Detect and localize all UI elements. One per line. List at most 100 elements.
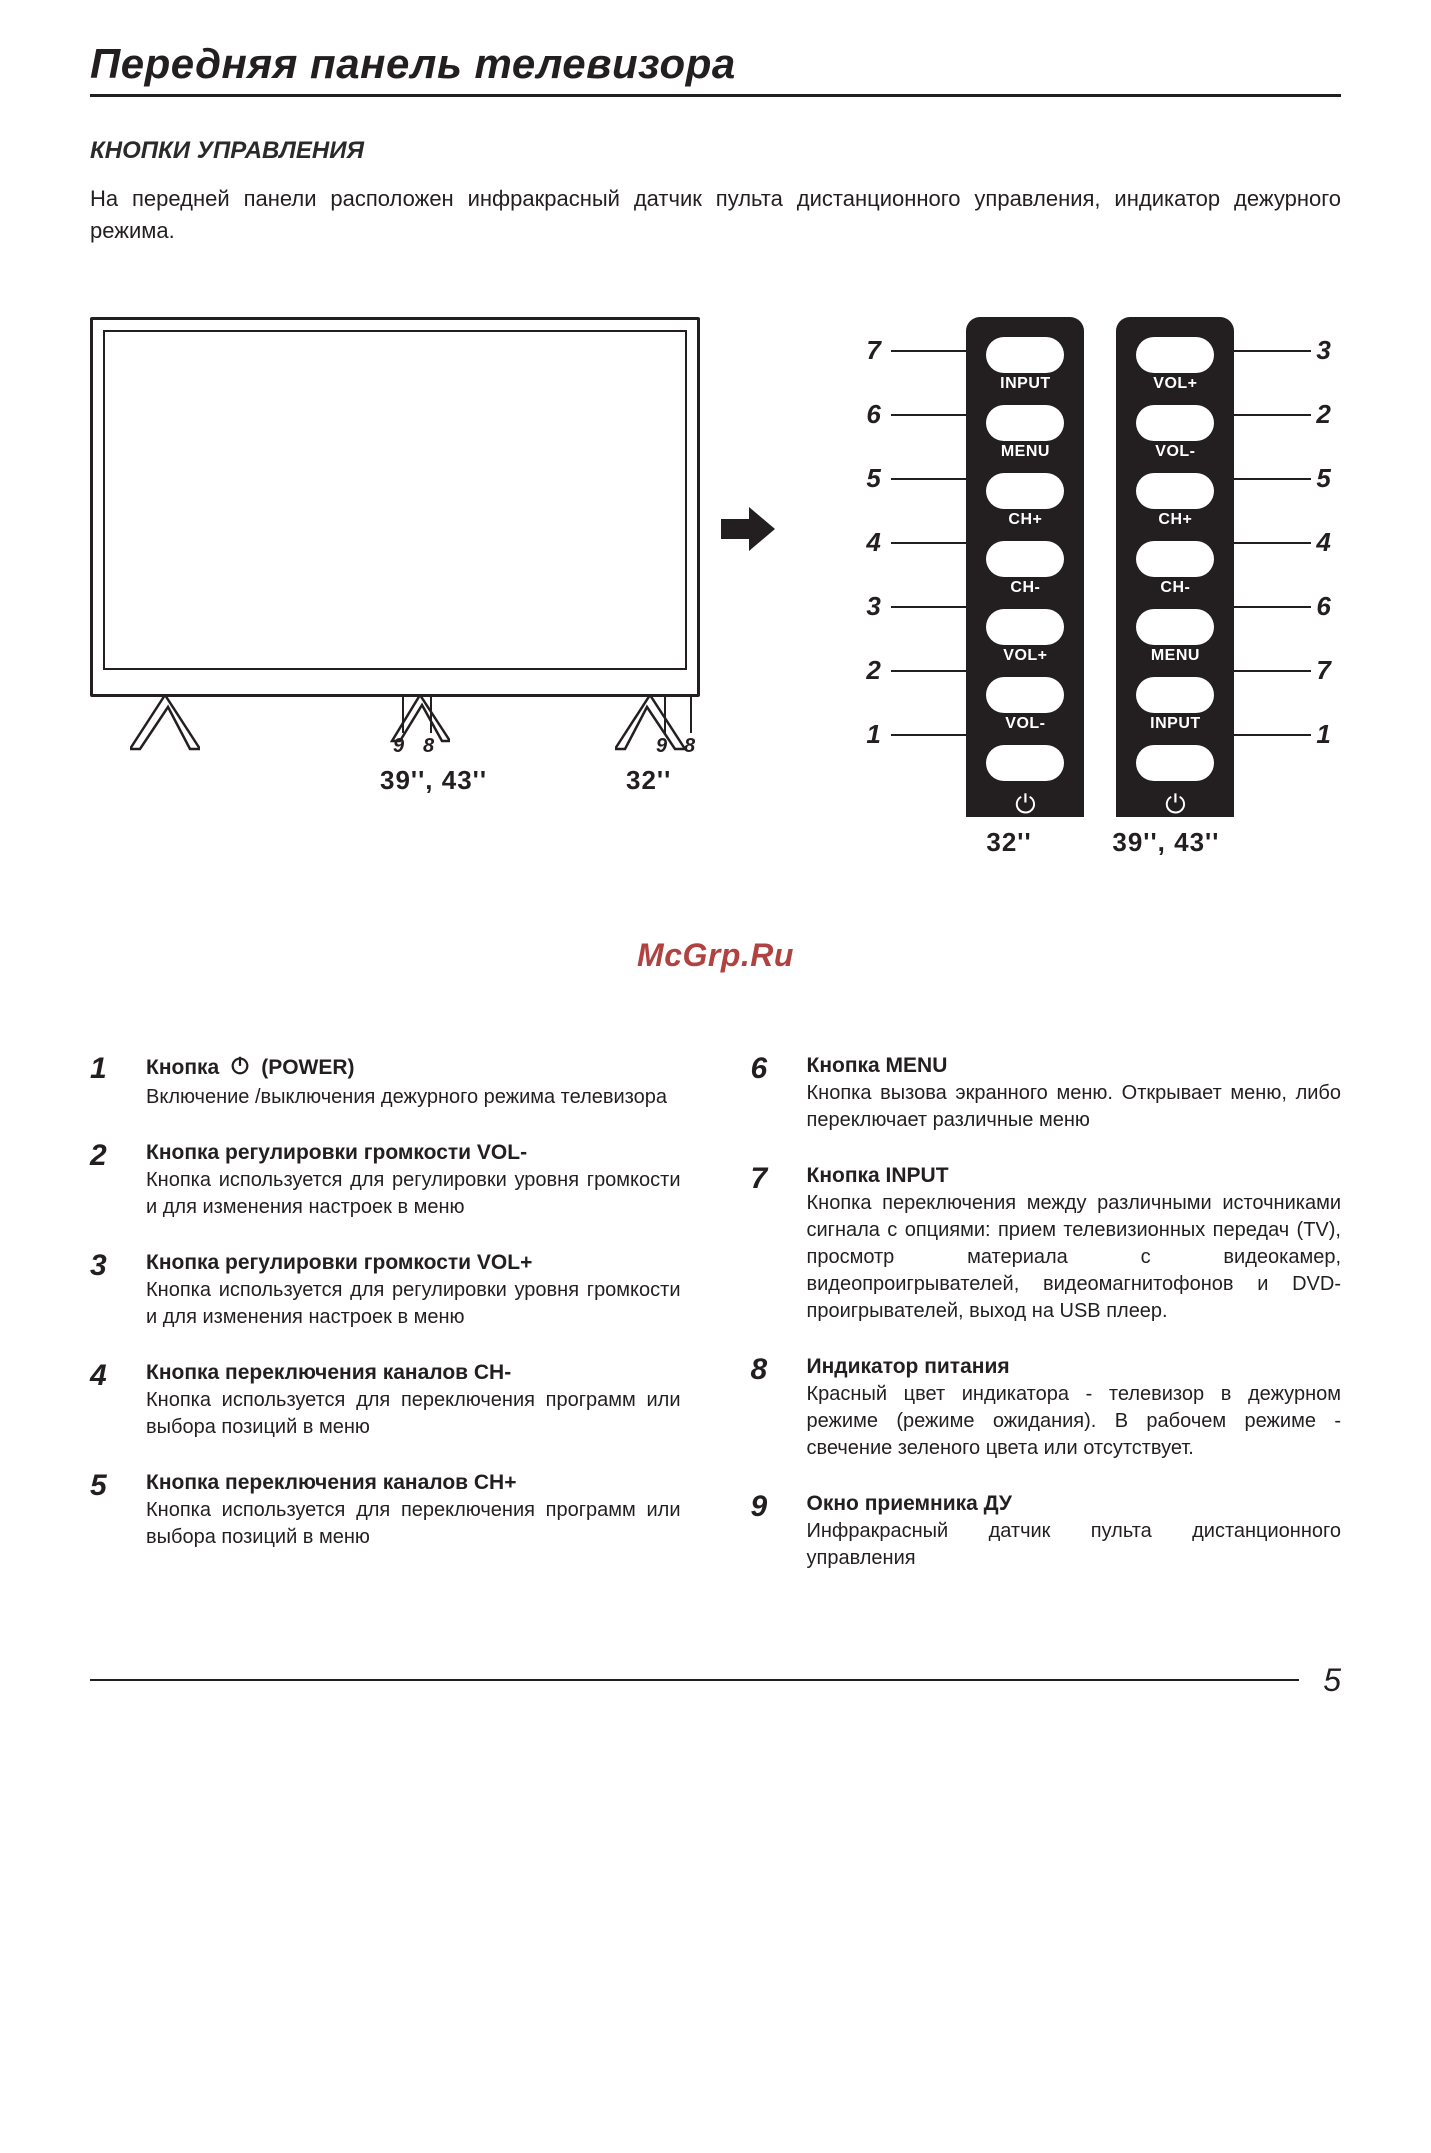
legend-number: 8 bbox=[751, 1355, 781, 1462]
panel-button: MENU bbox=[986, 397, 1064, 465]
panel-button-label: VOL+ bbox=[1153, 375, 1197, 393]
panel-button: INPUT bbox=[986, 329, 1064, 397]
panel-num: 7 bbox=[866, 335, 880, 366]
tv-screen bbox=[103, 330, 687, 670]
panel-num: 6 bbox=[866, 399, 880, 430]
legend-title: Окно приемника ДУ bbox=[807, 1492, 1342, 1516]
tv-frame bbox=[90, 317, 700, 697]
legend-item: 1 Кнопка (POWER) Включение /выключения д… bbox=[90, 1054, 681, 1111]
panel-button-label: MENU bbox=[1001, 443, 1050, 461]
legend-item: 7 Кнопка INPUT Кнопка переключения между… bbox=[751, 1164, 1342, 1325]
tv-stand-left bbox=[130, 695, 200, 753]
tv-size-small: 32'' bbox=[626, 765, 671, 796]
legend-title: Кнопка регулировки громкости VOL+ bbox=[146, 1251, 681, 1275]
sensor-tick bbox=[430, 697, 432, 733]
arrow-right-icon bbox=[721, 507, 775, 551]
panel-button-label: VOL+ bbox=[1003, 647, 1047, 665]
sensor-label-9: 9 bbox=[393, 735, 404, 758]
panel-button: INPUT bbox=[1136, 669, 1214, 737]
panel-size-39-43: 39'', 43'' bbox=[1112, 827, 1219, 858]
panel-button: CH+ bbox=[1136, 465, 1214, 533]
sensor-label-8: 8 bbox=[423, 735, 434, 758]
legend-title: Кнопка переключения каналов CH+ bbox=[146, 1471, 681, 1495]
title-bar: Передняя панель телевизора bbox=[90, 40, 1341, 97]
panel-num: 4 bbox=[866, 527, 880, 558]
legend-number: 4 bbox=[90, 1361, 120, 1441]
legend-title: Кнопка регулировки громкости VOL- bbox=[146, 1141, 681, 1165]
legend-column-left: 1 Кнопка (POWER) Включение /выключения д… bbox=[90, 1054, 681, 1572]
tv-size-large: 39'', 43'' bbox=[380, 765, 487, 796]
legend-item: 2 Кнопка регулировки громкости VOL- Кноп… bbox=[90, 1141, 681, 1221]
panel-button-label: CH+ bbox=[1008, 511, 1042, 529]
legend-title-text: (POWER) bbox=[261, 1056, 354, 1080]
legend-title: Кнопка MENU bbox=[807, 1054, 1342, 1078]
panel-num: 4 bbox=[1316, 527, 1330, 558]
control-panel-32: INPUT MENU CH+ CH- VOL+ VOL- ⏻ bbox=[966, 317, 1084, 817]
section-subtitle: КНОПКИ УПРАВЛЕНИЯ bbox=[90, 137, 1341, 165]
panel-num: 5 bbox=[866, 463, 880, 494]
legend-desc: Кнопка используется для регулировки уров… bbox=[146, 1277, 681, 1331]
legend-item: 5 Кнопка переключения каналов CH+ Кнопка… bbox=[90, 1471, 681, 1551]
control-panel-39-43: VOL+ VOL- CH+ CH- MENU INPUT ⏻ bbox=[1116, 317, 1234, 817]
panel-button-label: VOL- bbox=[1005, 715, 1045, 733]
panel-button: VOL- bbox=[986, 669, 1064, 737]
tv-stand-right bbox=[615, 695, 685, 753]
legend-title: Кнопка переключения каналов CH- bbox=[146, 1361, 681, 1385]
legend-desc: Кнопка используется для регулировки уров… bbox=[146, 1167, 681, 1221]
legend-title: Кнопка (POWER) bbox=[146, 1054, 681, 1082]
tv-illustration: 9 8 9 8 39'', 43'' 32'' bbox=[90, 317, 680, 787]
legend-item: 4 Кнопка переключения каналов CH- Кнопка… bbox=[90, 1361, 681, 1441]
page-footer: 5 bbox=[90, 1662, 1341, 1699]
legend-desc: Кнопка используется для переключения про… bbox=[146, 1497, 681, 1551]
panel-button: VOL+ bbox=[1136, 329, 1214, 397]
power-icon: ⏻ bbox=[1015, 789, 1036, 821]
page-title: Передняя панель телевизора bbox=[90, 40, 1341, 88]
legend-item: 8 Индикатор питания Красный цвет индикат… bbox=[751, 1355, 1342, 1462]
sensor-tick bbox=[402, 697, 404, 733]
panel-button-label: CH- bbox=[1160, 579, 1190, 597]
watermark: McGrp.Ru bbox=[90, 937, 1341, 974]
panel-button-power: ⏻ bbox=[1136, 737, 1214, 821]
power-icon bbox=[229, 1054, 251, 1082]
page-number: 5 bbox=[1323, 1662, 1341, 1699]
panel-button-label: INPUT bbox=[1150, 715, 1201, 733]
legend-title: Кнопка INPUT bbox=[807, 1164, 1342, 1188]
legend-desc: Инфракрасный датчик пульта дистанционног… bbox=[807, 1518, 1342, 1572]
legend-number: 1 bbox=[90, 1054, 120, 1111]
legend-number: 7 bbox=[751, 1164, 781, 1325]
legend-item: 6 Кнопка MENU Кнопка вызова экранного ме… bbox=[751, 1054, 1342, 1134]
legend-title: Индикатор питания bbox=[807, 1355, 1342, 1379]
panel-button: CH- bbox=[1136, 533, 1214, 601]
panel-num: 5 bbox=[1316, 463, 1330, 494]
sensor-label-8: 8 bbox=[684, 735, 695, 758]
diagram-row: 9 8 9 8 39'', 43'' 32'' 7 6 5 4 3 2 1 3 … bbox=[90, 317, 1341, 877]
panel-button-label: MENU bbox=[1151, 647, 1200, 665]
legend-number: 9 bbox=[751, 1492, 781, 1572]
sensor-tick bbox=[664, 697, 666, 733]
legend-number: 5 bbox=[90, 1471, 120, 1551]
panel-button-label: CH+ bbox=[1158, 511, 1192, 529]
panel-button-label: VOL- bbox=[1155, 443, 1195, 461]
panel-size-32: 32'' bbox=[986, 827, 1031, 858]
legend-number: 6 bbox=[751, 1054, 781, 1134]
panel-button: VOL- bbox=[1136, 397, 1214, 465]
legend-item: 3 Кнопка регулировки громкости VOL+ Кноп… bbox=[90, 1251, 681, 1331]
panel-num: 1 bbox=[1316, 719, 1330, 750]
panel-num: 2 bbox=[1316, 399, 1330, 430]
control-panels: 7 6 5 4 3 2 1 3 2 5 4 6 7 1 INPUT MENU C… bbox=[816, 317, 1341, 877]
footer-rule bbox=[90, 1679, 1299, 1681]
legend-title-text: Кнопка bbox=[146, 1056, 219, 1080]
panel-button: CH- bbox=[986, 533, 1064, 601]
panel-num: 3 bbox=[1316, 335, 1330, 366]
legend-desc: Кнопка вызова экранного меню. Открывает … bbox=[807, 1080, 1342, 1134]
legend-desc: Включение /выключения дежурного режима т… bbox=[146, 1084, 681, 1111]
panel-button-label: CH- bbox=[1010, 579, 1040, 597]
legend: 1 Кнопка (POWER) Включение /выключения д… bbox=[90, 1054, 1341, 1572]
panel-button: MENU bbox=[1136, 601, 1214, 669]
panel-button: VOL+ bbox=[986, 601, 1064, 669]
sensor-label-9: 9 bbox=[656, 735, 667, 758]
legend-desc: Кнопка переключения между различными ист… bbox=[807, 1190, 1342, 1325]
panel-num: 1 bbox=[866, 719, 880, 750]
legend-desc: Красный цвет индикатора - телевизор в де… bbox=[807, 1381, 1342, 1462]
panel-button-label: INPUT bbox=[1000, 375, 1051, 393]
